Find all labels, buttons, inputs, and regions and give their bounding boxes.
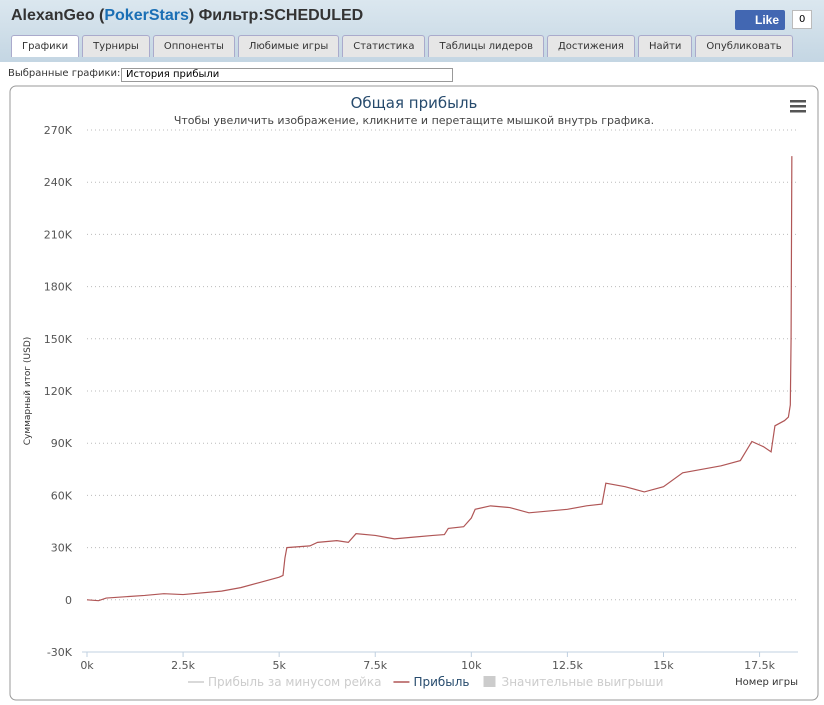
legend-item[interactable]: Значительные выигрыши	[502, 675, 664, 689]
tab[interactable]: Любимые игры	[237, 35, 340, 57]
y-tick-label: 210K	[44, 228, 73, 241]
y-tick-label: 0	[65, 594, 72, 607]
tab[interactable]: Графики	[11, 35, 80, 57]
like-button[interactable]: Like	[735, 10, 786, 30]
chart-subtitle: Чтобы увеличить изображение, кликните и …	[174, 114, 654, 127]
y-tick-label: -30K	[47, 646, 73, 659]
legend-symbol	[483, 676, 496, 687]
x-tick-label: 15k	[653, 659, 674, 672]
tab[interactable]: Опубликовать	[695, 35, 793, 57]
header: AlexanGeo (PokerStars) Фильтр:SCHEDULED …	[0, 0, 824, 62]
legend-item[interactable]: Прибыль	[413, 675, 469, 689]
y-tick-label: 30K	[51, 542, 73, 555]
player: AlexanGeo (	[11, 7, 105, 24]
like-count: 0	[792, 10, 813, 29]
chart-frame	[9, 85, 819, 701]
legend-item[interactable]: Прибыль за минусом рейка	[208, 675, 381, 689]
menu-icon[interactable]	[790, 100, 806, 113]
x-tick-label: 2.5k	[171, 659, 195, 672]
x-axis-label: Номер игры	[735, 677, 798, 688]
filter: ) Фильтр:SCHEDULED	[188, 7, 364, 24]
y-tick-label: 240K	[44, 176, 73, 189]
profit-line	[86, 156, 793, 602]
x-tick-label: 5k	[272, 659, 286, 672]
chart-title: Общая прибыль	[351, 94, 478, 112]
y-axis-label: Суммарный итог (USD)	[23, 337, 33, 446]
x-tick-label: 17.5k	[744, 659, 775, 672]
y-tick-label: 90K	[51, 437, 73, 450]
x-tick-label: 10k	[461, 659, 482, 672]
tab[interactable]: Статистика	[342, 35, 426, 57]
tab[interactable]: Оппоненты	[152, 35, 235, 57]
tab[interactable]: Найти	[637, 35, 693, 57]
tab[interactable]: Таблицы лидеров	[428, 35, 544, 57]
y-tick-label: 180K	[44, 281, 73, 294]
y-tick-label: 150K	[44, 333, 73, 346]
tab[interactable]: Достижения	[546, 35, 635, 57]
selector[interactable]: История прибыли	[121, 68, 453, 82]
x-tick-label: 12.5k	[552, 659, 583, 672]
tab[interactable]: Турниры	[82, 35, 150, 57]
x-tick-label: 0k	[80, 659, 94, 672]
selector-label: Выбранные графики:	[8, 68, 121, 79]
title: AlexanGeo (PokerStars) Фильтр:SCHEDULED	[11, 7, 363, 25]
y-tick-label: 120K	[44, 385, 73, 398]
site-link[interactable]: PokerStars	[104, 7, 189, 24]
x-tick-label: 7.5k	[363, 659, 387, 672]
tabs: Графики Турниры Оппоненты Любимые игры Стати…	[11, 35, 793, 57]
y-tick-label: 60K	[51, 489, 73, 502]
y-tick-label: 270K	[44, 124, 73, 137]
